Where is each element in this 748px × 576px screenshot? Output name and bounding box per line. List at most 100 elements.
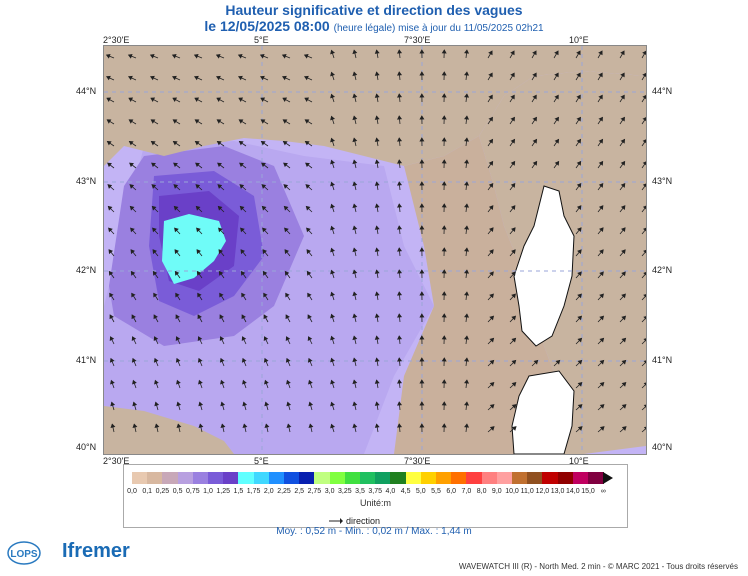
direction-arrow-head [220, 379, 225, 385]
direction-arrow-head [282, 97, 288, 103]
direction-arrow-head [599, 359, 605, 365]
direction-arrow-head [110, 379, 115, 385]
direction-arrow-head [283, 162, 288, 168]
direction-arrow-head [175, 292, 180, 298]
direction-arrow-head [219, 292, 224, 298]
direction-arrow-head [419, 49, 425, 54]
colorbar-tick-label: 4,0 [385, 488, 396, 495]
direction-arrow-head [464, 115, 470, 120]
direction-arrow-head [154, 401, 160, 407]
direction-arrow-head [441, 115, 447, 120]
colorbar-swatch [268, 472, 285, 484]
direction-arrow-head [130, 227, 135, 233]
direction-arrow-head [464, 93, 470, 98]
direction-arrow-head [193, 54, 199, 59]
colorbar-tick-label: 9,0 [491, 488, 502, 495]
direction-arrow-head [281, 75, 287, 81]
direction-arrow-head [620, 205, 626, 210]
direction-arrow [641, 317, 646, 323]
direction-arrow-head [642, 139, 646, 144]
direction-arrow-head [554, 138, 560, 144]
colorbar-tick-label: 3,25 [337, 488, 352, 495]
lon-tick-bottom-4: 10°E [569, 456, 589, 466]
colorbar-tick-label: 1,25 [216, 488, 230, 495]
direction-arrow-head [352, 401, 358, 407]
direction-arrow-head [110, 423, 116, 429]
colorbar-tick-label: 15,0 [581, 488, 595, 495]
direction-arrow-head [488, 160, 494, 166]
direction-arrow-head [263, 336, 269, 341]
colorbar-tick-label: 1,0 [203, 488, 213, 495]
direction-arrow-head [352, 247, 358, 253]
direction-arrow-head [397, 335, 403, 340]
direction-arrow-head [397, 115, 403, 120]
direction-arrow-head [374, 49, 380, 54]
direction-arrow-head [419, 357, 425, 362]
colorbar-tick-label: 11,0 [520, 488, 534, 495]
direction-arrow-head [128, 140, 134, 146]
direction-arrow-head [533, 359, 539, 365]
direction-arrow-head [620, 116, 625, 122]
direction-arrow-head [488, 94, 493, 100]
direction-arrow-head [511, 271, 516, 277]
direction-arrow [641, 228, 646, 235]
direction-arrow-head [599, 271, 604, 277]
direction-arrow-head [330, 71, 336, 77]
direction-arrow-head [577, 293, 582, 299]
direction-arrow-head [150, 97, 156, 103]
direction-arrow-head [174, 270, 180, 276]
direction-arrow-head [330, 247, 336, 253]
direction-arrow-head [109, 314, 114, 320]
direction-arrow-head [308, 379, 313, 385]
direction-arrow-head [198, 423, 204, 429]
colorbar-swatch [132, 472, 148, 484]
direction-arrow-head [419, 401, 425, 406]
direction-arrow-head [374, 225, 380, 230]
direction-arrow-head [577, 249, 582, 255]
colorbar-tick-label: 0,5 [172, 488, 183, 495]
direction-arrow-head [215, 54, 221, 59]
direction-arrow-head [441, 71, 447, 76]
direction-arrow-head [352, 379, 358, 385]
direction-arrow-head [441, 379, 447, 384]
lat-tick-right-2: 43°N [652, 176, 673, 186]
direction-arrow-head [599, 227, 604, 233]
colorbar-legend: 0,0 0,1 0,25 0,5 0,75 1,0 1,25 1,5 1,75 2,0 2,25 2,… [123, 464, 628, 528]
direction-arrow-head [261, 205, 267, 211]
model-credit: WAVEWATCH III (R) - North Med. 2 min - ©… [458, 562, 738, 571]
update-note: (heure légale) mise à jour du 11/05/2025… [333, 23, 544, 34]
colorbar-swatch [177, 472, 194, 484]
colorbar-tick-label: 0,1 [142, 488, 153, 495]
direction-arrow-head [216, 140, 222, 146]
colorbar-swatch [572, 472, 589, 484]
direction-arrow-head [259, 75, 265, 81]
colorbar-swatch [420, 472, 437, 484]
direction-arrow-head [220, 423, 226, 429]
direction-arrow-head [489, 381, 495, 387]
direction-arrow-head [464, 269, 470, 274]
direction-arrow-head [488, 182, 494, 188]
direction-arrow-head [131, 336, 137, 341]
direction-arrow-head [620, 138, 626, 144]
wave-height-map[interactable] [103, 45, 647, 455]
direction-arrow-head [577, 426, 583, 431]
direction-arrow-head [131, 314, 136, 320]
direction-arrow-head [441, 137, 447, 142]
direction-arrow-head [282, 140, 288, 146]
page-subtitle: le 12/05/2025 08:00 (heure légale) mise … [0, 18, 748, 34]
direction-arrow-head [488, 72, 493, 78]
direction-arrow-head [197, 357, 203, 363]
direction-arrow [641, 250, 646, 257]
direction-arrow-head [511, 404, 517, 409]
direction-arrow-head [643, 360, 646, 364]
direction-arrow-head [303, 54, 309, 59]
direction-arrow [641, 427, 646, 433]
direction-arrow-head [154, 379, 159, 385]
colorbar-tick-label: 0,25 [155, 488, 170, 495]
direction-arrow-head [489, 227, 494, 233]
direction-arrow-head [106, 140, 112, 146]
direction-arrow-head [240, 249, 245, 255]
direction-arrow-head [489, 249, 494, 255]
colorbar-swatch [588, 472, 604, 484]
land-france [104, 46, 646, 166]
